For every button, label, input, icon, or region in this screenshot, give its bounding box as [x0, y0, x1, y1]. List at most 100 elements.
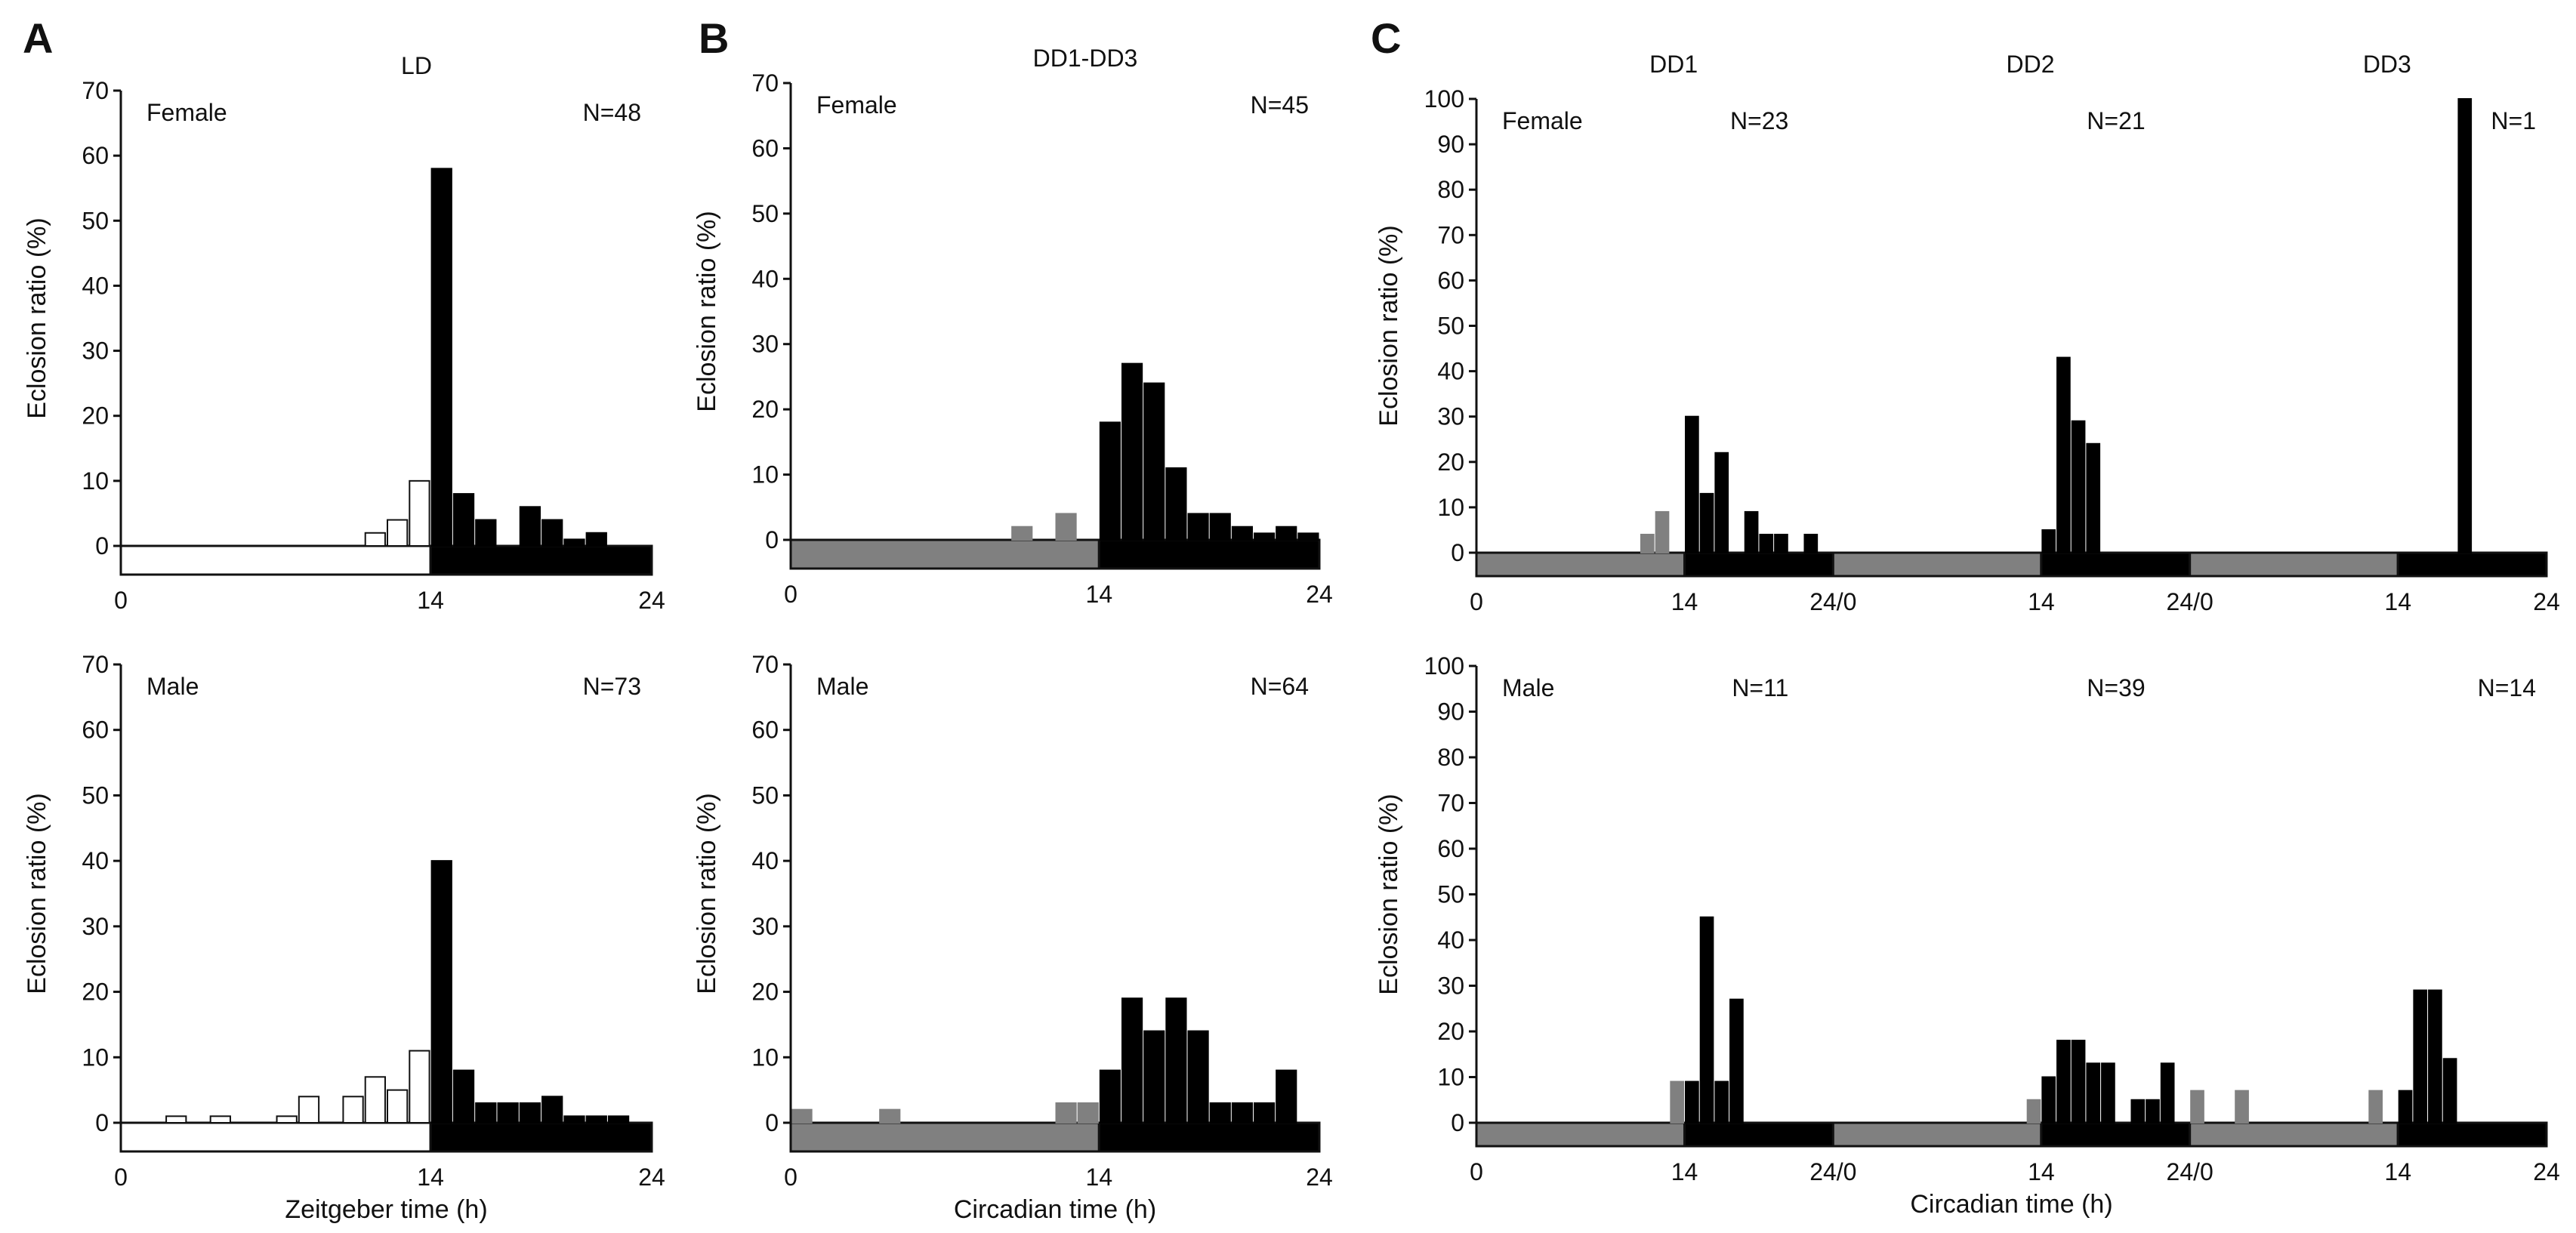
y-tick-label: 20	[751, 396, 779, 423]
light-dark-band-gray	[1475, 1121, 1686, 1148]
y-tick-label: 70	[751, 69, 779, 97]
n-label: N=48	[583, 99, 641, 126]
light-dark-band-black	[1683, 551, 1834, 578]
y-tick-label: 40	[1437, 926, 1464, 954]
bar-A-female-h12	[387, 519, 409, 547]
y-tick-label: 60	[82, 142, 109, 169]
light-dark-band-gray	[789, 538, 1100, 570]
bar-A-female-h20	[563, 538, 585, 547]
bar-B-female-h21	[1254, 532, 1276, 541]
bar-C-female-h19	[1759, 533, 1774, 554]
x-tick-label: 24/0	[2167, 1158, 2214, 1185]
light-dark-band-black	[2396, 1121, 2548, 1148]
bar-A-male-h19	[541, 1096, 563, 1124]
chart-panel-a-female: 0 10 20 30 40 50 60 70 0 14 24 Eclosion ratio (%) Fe…	[23, 52, 665, 614]
x-tick-label: 0	[784, 1164, 797, 1191]
bar-C-female-h12	[1655, 510, 1670, 553]
n-label: N=64	[1251, 673, 1309, 700]
bar-A-male-h22	[607, 1115, 630, 1124]
bar-A-female-h11	[364, 532, 387, 547]
y-tick-label: 80	[1437, 744, 1464, 771]
bar-C-male-h39	[2056, 1040, 2071, 1124]
bar-B-male-h14	[1099, 1069, 1121, 1124]
y-tick-label: 20	[82, 979, 109, 1006]
x-tick-label: 24/0	[1809, 588, 1856, 615]
bar-B-female-h19	[1209, 513, 1231, 541]
y-tick-label: 60	[751, 134, 779, 162]
y-tick-label: 20	[1437, 1018, 1464, 1045]
x-tick-label: 14	[1671, 588, 1698, 615]
y-tick-label: 60	[751, 717, 779, 744]
x-tick-label: 0	[784, 581, 797, 608]
bar-B-male-h12	[1055, 1102, 1077, 1124]
bar-C-male-h65	[2442, 1058, 2457, 1124]
bar-A-male-h10	[342, 1096, 364, 1124]
bar-B-female-h23	[1297, 532, 1319, 541]
x-tick-label: 24	[638, 587, 665, 614]
panel-letter-c: C	[1371, 14, 1401, 62]
bar-A-female-h18	[519, 506, 541, 547]
bar-C-male-h44	[2130, 1099, 2146, 1124]
y-tick-label: 50	[751, 200, 779, 227]
bar-C-female-h66	[2457, 98, 2473, 553]
light-dark-band-black	[1097, 1121, 1321, 1153]
y-tick-label: 50	[82, 781, 109, 809]
bar-C-male-h48	[2190, 1090, 2204, 1124]
bar-C-male-h63	[2413, 989, 2428, 1124]
n-label: N=73	[583, 673, 641, 700]
bar-C-female-h39	[2056, 356, 2071, 553]
light-dark-band-black	[1097, 538, 1321, 570]
bar-B-female-h17	[1165, 467, 1187, 541]
x-tick-label: 24	[2533, 1158, 2560, 1185]
bar-A-male-h7	[276, 1115, 298, 1124]
y-tick-label: 10	[82, 467, 109, 495]
bar-B-male-h16	[1143, 1030, 1165, 1124]
light-dark-band-black	[429, 1121, 653, 1153]
y-tick-label: 60	[1437, 267, 1464, 294]
bar-C-female-h15	[1699, 492, 1714, 553]
bar-B-female-h12	[1055, 513, 1077, 541]
y-axis-label: Eclosion ratio (%)	[1374, 225, 1403, 426]
y-tick-label: 70	[82, 77, 109, 104]
y-tick-label: 30	[1437, 973, 1464, 1000]
y-axis-label: Eclosion ratio (%)	[23, 793, 51, 994]
bar-C-male-h38	[2041, 1076, 2056, 1124]
light-dark-band-black	[2040, 551, 2192, 578]
sex-label: Female	[816, 91, 897, 119]
bar-C-male-h14	[1685, 1080, 1699, 1124]
bar-C-female-h38	[2041, 529, 2056, 554]
x-tick-label: 14	[417, 1164, 444, 1191]
x-tick-label: 14	[2028, 1158, 2055, 1185]
x-axis-label: Circadian time (h)	[954, 1195, 1156, 1224]
y-axis-label: Eclosion ratio (%)	[23, 217, 51, 418]
x-tick-label: 0	[1470, 588, 1483, 615]
bar-C-male-h51	[2235, 1090, 2249, 1124]
bar-A-male-h16	[475, 1102, 497, 1124]
bar-C-female-h40	[2071, 420, 2086, 554]
bar-A-male-h12	[387, 1089, 409, 1124]
bar-B-female-h20	[1231, 526, 1254, 541]
y-tick-label: 60	[82, 717, 109, 744]
bar-A-male-h2	[165, 1115, 187, 1124]
bar-B-male-h0	[791, 1108, 813, 1124]
panel-letter-b: B	[699, 14, 729, 62]
bar-B-female-h14	[1099, 421, 1121, 541]
y-tick-label: 30	[751, 331, 779, 358]
day-title: DD3	[2363, 51, 2411, 78]
chart-panel-c-female: 0 10 20 30 40 50 60 70 80 90 100 0 14 24/0 14 24/0 14 24 E…	[1374, 51, 2560, 615]
y-tick-label: 0	[95, 532, 109, 559]
bar-A-male-h21	[585, 1115, 607, 1124]
bar-C-female-h18	[1744, 510, 1759, 553]
bar-A-female-h14	[430, 168, 452, 547]
x-axis-label: Circadian time (h)	[1910, 1190, 2112, 1219]
light-dark-band-black	[2040, 1121, 2192, 1148]
y-tick-label: 20	[82, 402, 109, 430]
bar-B-male-h18	[1187, 1030, 1209, 1124]
bar-A-male-h13	[409, 1050, 430, 1124]
sex-label: Male	[816, 673, 868, 700]
bar-A-male-h15	[452, 1069, 475, 1124]
day-title: DD1	[1649, 51, 1698, 78]
x-tick-label: 14	[1086, 581, 1113, 608]
light-dark-band-gray	[1475, 551, 1686, 578]
